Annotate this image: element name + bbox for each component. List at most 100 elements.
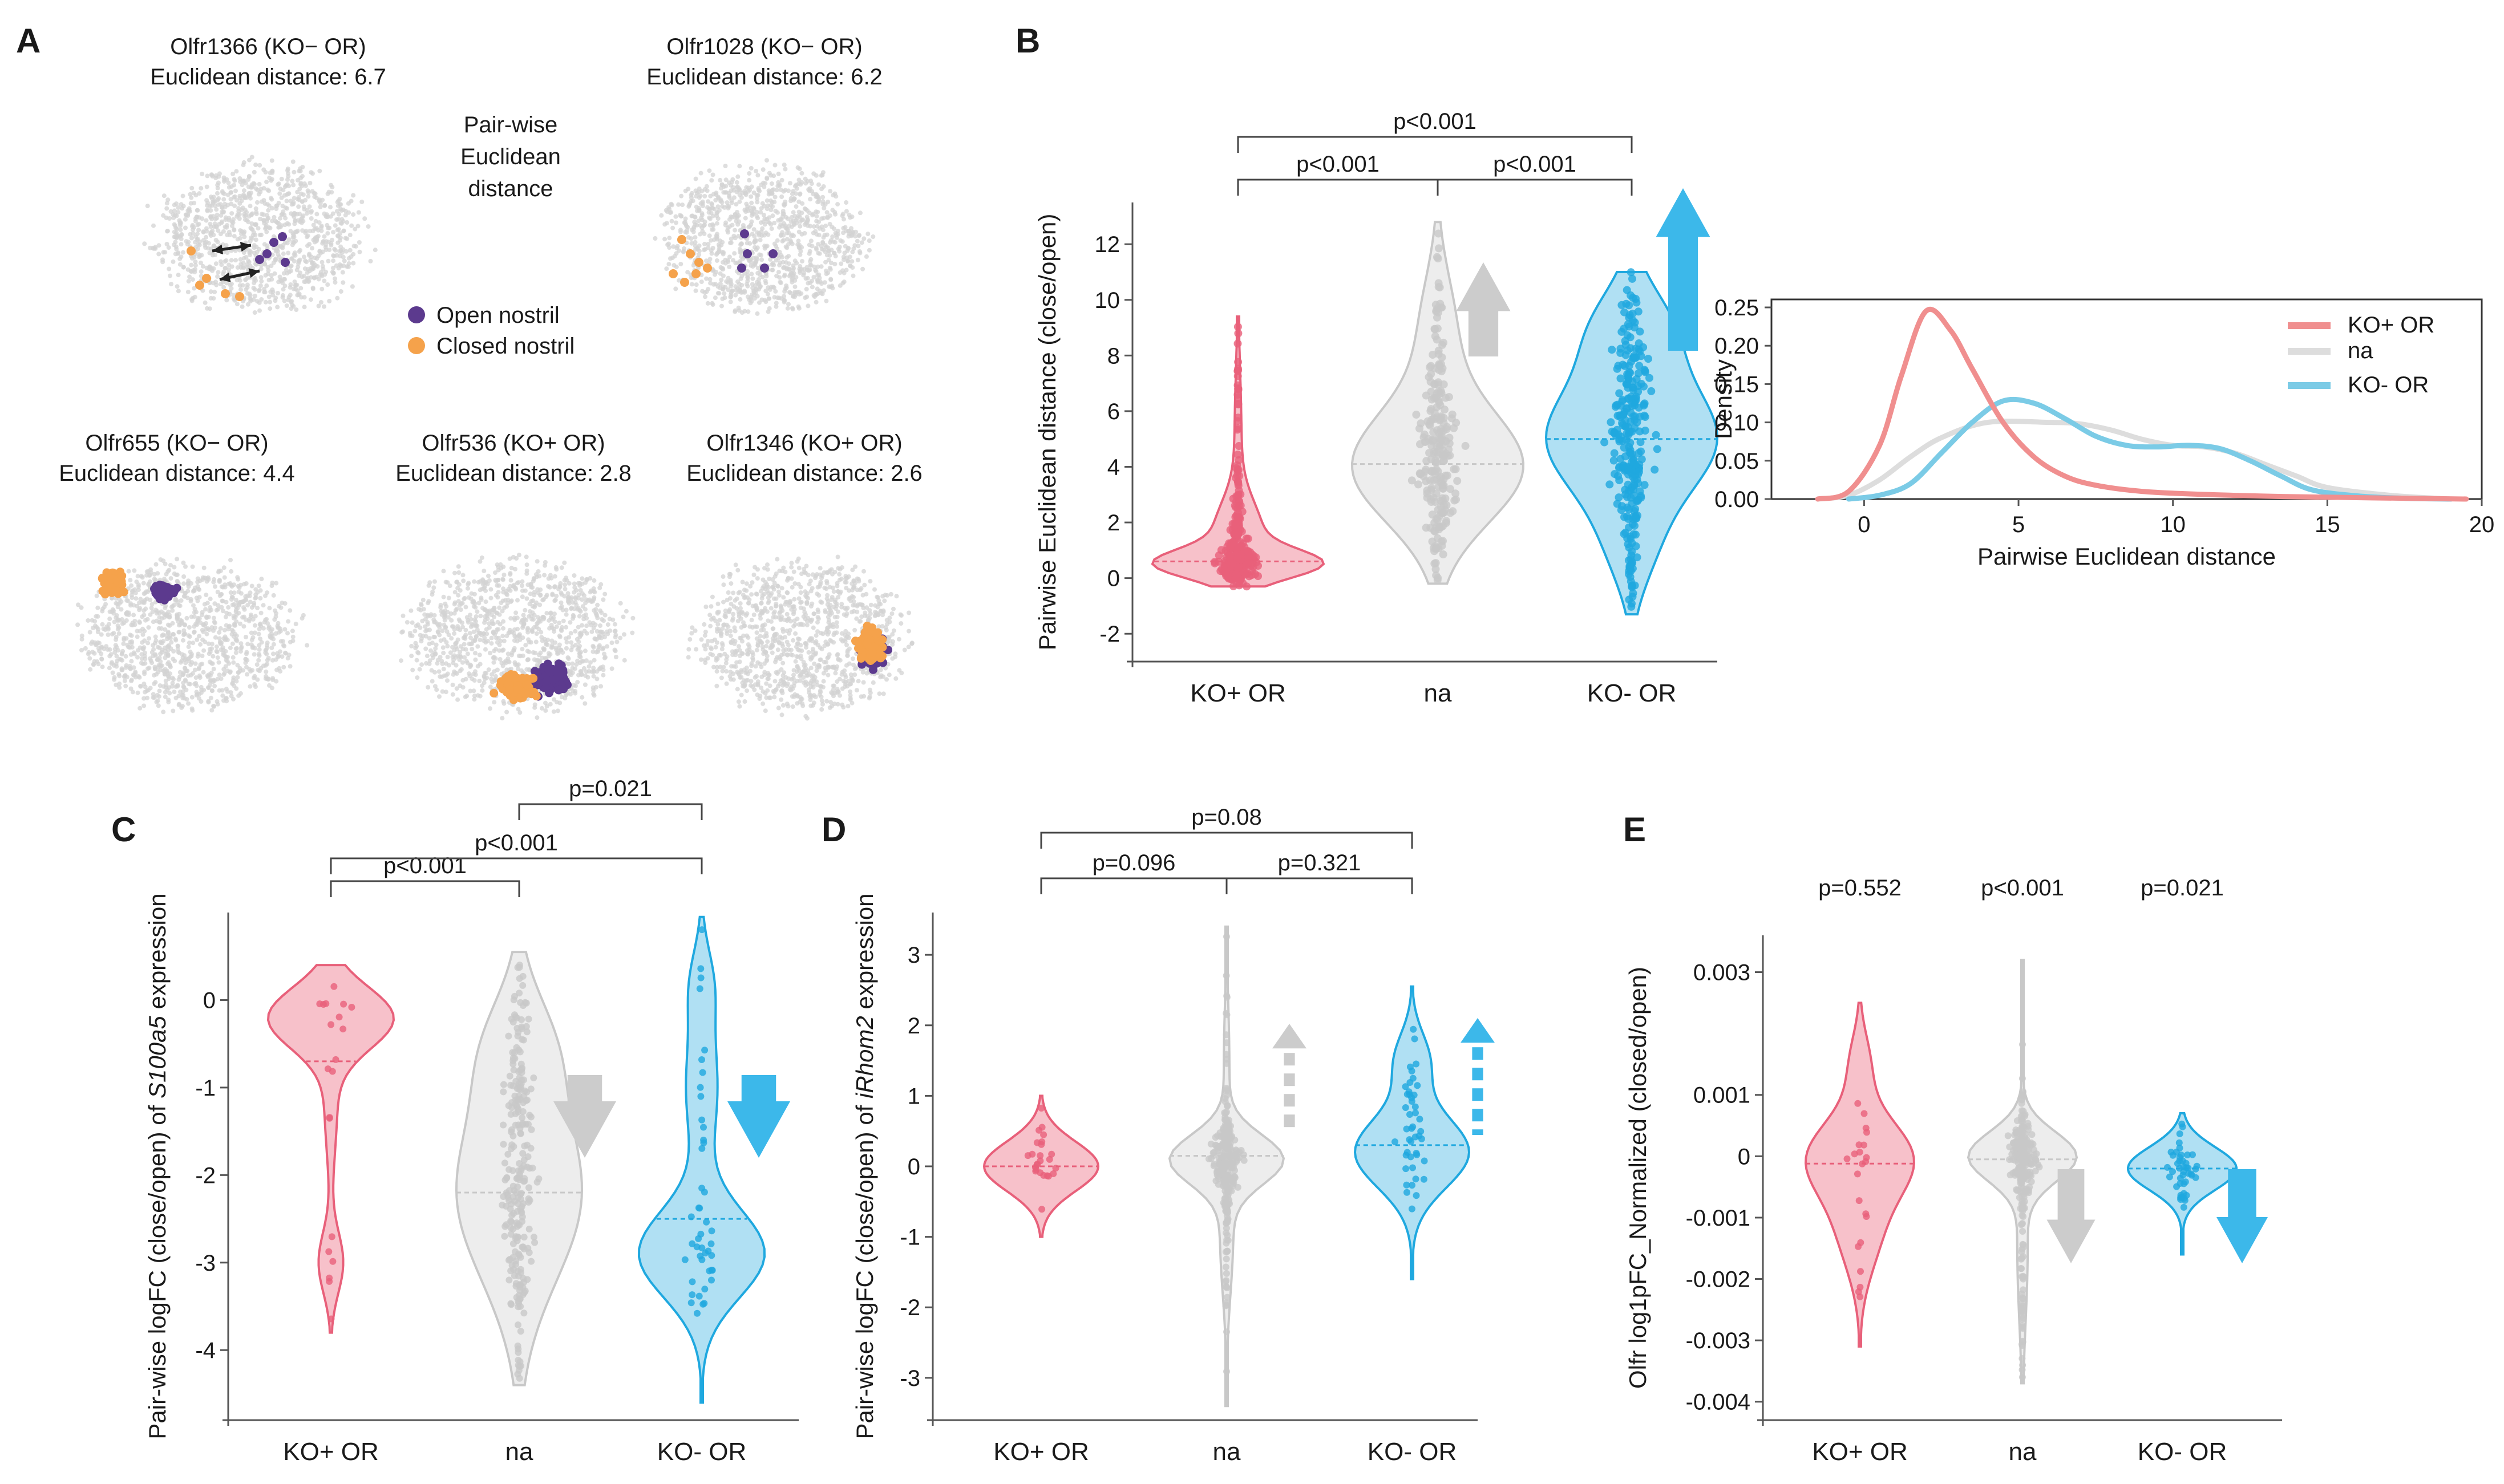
umap-background-cell <box>436 669 442 674</box>
umap-background-cell <box>531 578 536 583</box>
umap-background-cell <box>178 223 183 228</box>
umap-background-cell <box>570 661 575 666</box>
umap-background-cell <box>723 261 728 266</box>
umap-background-cell <box>703 247 707 252</box>
umap-background-cell <box>296 261 301 266</box>
umap-background-cell <box>846 258 851 263</box>
umap-background-cell <box>816 182 821 187</box>
umap-background-cell <box>731 195 737 200</box>
umap-background-cell <box>768 198 773 203</box>
umap-background-cell <box>776 270 781 275</box>
umap-background-cell <box>155 665 160 670</box>
umap-background-cell <box>132 568 137 573</box>
umap-background-cell <box>208 597 213 602</box>
umap-background-cell <box>584 658 589 663</box>
umap-background-cell <box>529 613 534 618</box>
umap-background-cell <box>438 655 443 660</box>
umap-background-cell <box>792 214 798 218</box>
umap-background-cell <box>250 236 255 241</box>
umap-background-cell <box>189 185 195 190</box>
umap-background-cell <box>437 632 442 638</box>
umap-background-cell <box>709 238 714 243</box>
umap-background-cell <box>439 674 444 679</box>
umap-background-cell <box>140 632 145 637</box>
umap-background-cell <box>524 596 529 601</box>
umap-background-cell <box>251 181 256 186</box>
umap-background-cell <box>289 202 294 207</box>
umap-background-cell <box>865 232 871 237</box>
umap-background-cell <box>349 223 354 228</box>
umap-background-cell <box>543 655 548 660</box>
umap-background-cell <box>462 642 467 647</box>
umap-background-cell <box>584 616 589 621</box>
umap-background-cell <box>766 285 771 290</box>
umap-background-cell <box>804 219 809 224</box>
umap-plot-2 <box>653 158 876 316</box>
umap-background-cell <box>281 251 286 256</box>
umap-background-cell <box>563 582 568 587</box>
umap-background-cell <box>168 664 173 670</box>
umap-background-cell <box>163 655 168 660</box>
umap-background-cell <box>559 627 564 632</box>
umap-background-cell <box>693 247 698 252</box>
umap-background-cell <box>598 582 604 587</box>
umap-background-cell <box>241 188 246 193</box>
umap-background-cell <box>480 688 485 693</box>
umap-background-cell <box>812 294 817 299</box>
umap-background-cell <box>99 632 104 637</box>
umap-background-cell <box>824 232 830 237</box>
umap-background-cell <box>233 258 238 263</box>
umap-background-cell <box>196 651 201 656</box>
umap-background-cell <box>147 636 151 641</box>
umap-background-cell <box>244 581 249 586</box>
umap-background-cell <box>145 695 149 700</box>
umap-background-cell <box>613 629 618 634</box>
umap-background-cell <box>564 612 569 617</box>
umap-background-cell <box>475 609 480 614</box>
umap-background-cell <box>276 182 281 187</box>
umap-background-cell <box>811 611 816 617</box>
umap-background-cell <box>587 620 592 625</box>
umap-background-cell <box>305 243 310 248</box>
umap-background-cell <box>492 700 497 705</box>
umap-background-cell <box>254 210 259 215</box>
umap-background-cell <box>311 237 316 242</box>
open-nostril-cell <box>164 589 173 597</box>
umap-background-cell <box>265 676 270 682</box>
umap-background-cell <box>148 656 153 661</box>
umap-background-cell <box>262 262 267 267</box>
open-nostril-cell <box>278 232 287 241</box>
umap-background-cell <box>128 686 134 691</box>
umap-background-cell <box>751 190 757 195</box>
umap-background-cell <box>501 647 506 652</box>
umap-background-cell <box>342 258 347 263</box>
umap-background-cell <box>274 667 280 672</box>
umap-background-cell <box>188 672 193 678</box>
umap-background-cell <box>749 295 754 299</box>
umap-background-cell <box>195 214 200 220</box>
umap-background-cell <box>819 216 824 221</box>
umap-background-cell <box>211 281 216 286</box>
umap-background-cell <box>214 644 219 649</box>
umap-background-cell <box>123 683 128 688</box>
umap-background-cell <box>723 177 729 183</box>
umap-background-cell <box>686 235 691 240</box>
umap-background-cell <box>140 662 145 666</box>
umap-background-cell <box>475 693 480 698</box>
umap-background-cell <box>507 556 512 561</box>
umap-background-cell <box>520 594 525 599</box>
umap-background-cell <box>577 643 582 648</box>
closed-nostril-cell <box>195 281 204 290</box>
umap-background-cell <box>281 271 286 276</box>
umap-background-cell <box>586 598 590 603</box>
umap-background-cell <box>579 659 584 664</box>
umap-background-cell <box>179 233 184 238</box>
umap-background-cell <box>292 252 297 257</box>
umap-background-cell <box>564 607 569 613</box>
umap-background-cell <box>177 670 183 675</box>
umap-background-cell <box>554 624 559 629</box>
closed-nostril-cell <box>118 571 127 581</box>
umap-background-cell <box>586 664 592 669</box>
umap-background-cell <box>298 286 304 291</box>
umap-background-cell <box>256 631 261 636</box>
